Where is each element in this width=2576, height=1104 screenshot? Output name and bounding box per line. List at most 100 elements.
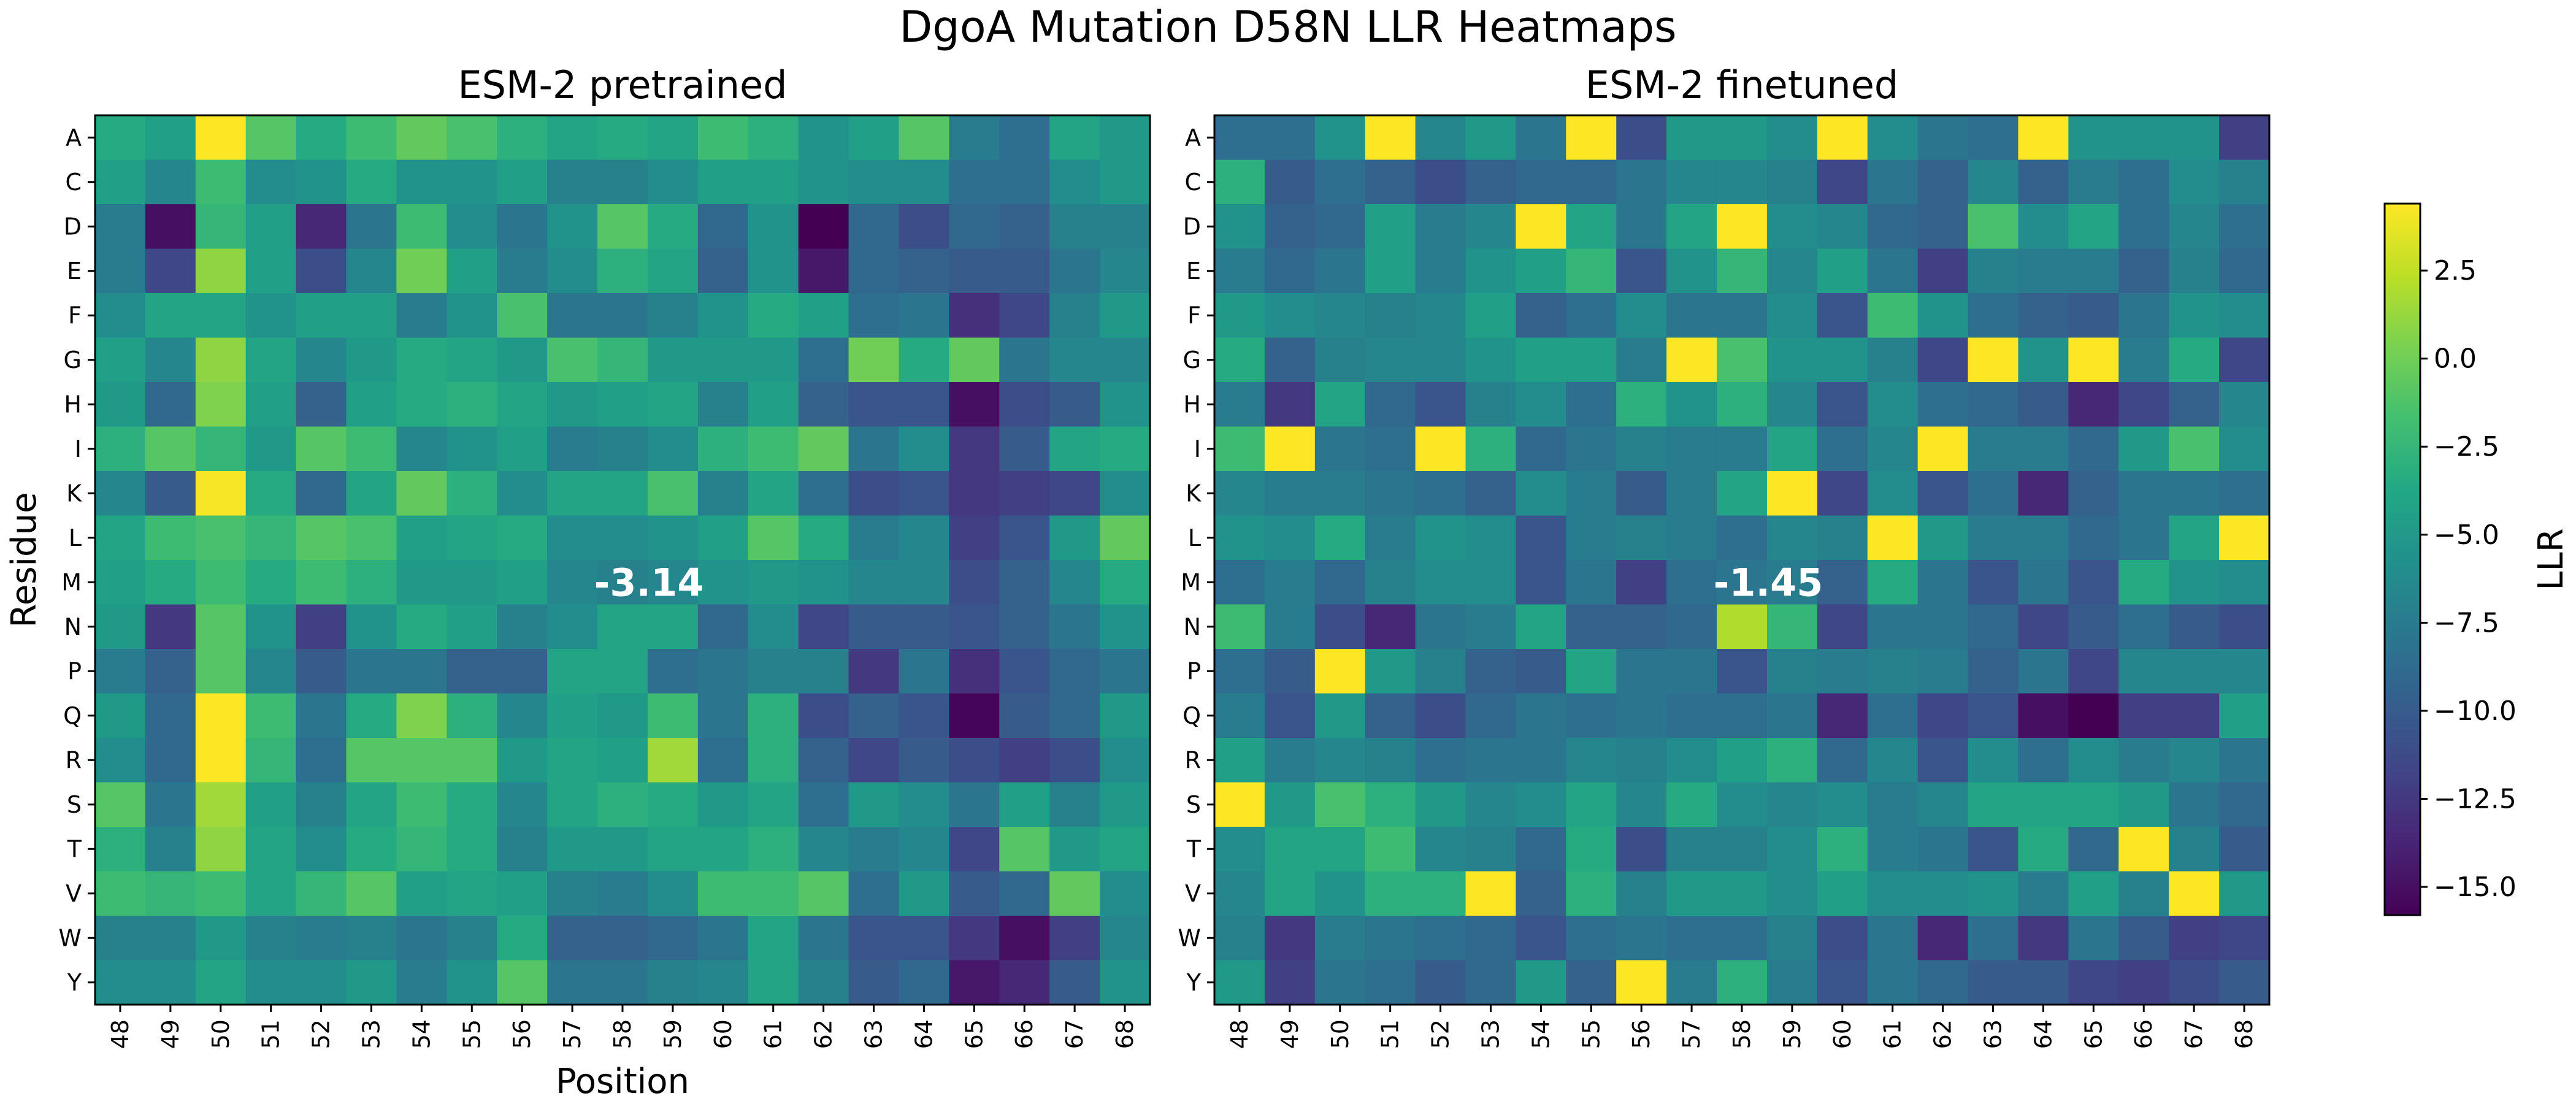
heatmap-cell: [1516, 827, 1567, 872]
heatmap-cell: [346, 426, 397, 472]
heatmap-cell: [848, 871, 900, 916]
heatmap-cell: [296, 693, 347, 738]
heatmap-cell: [2169, 337, 2220, 383]
heatmap-cell: [697, 738, 749, 783]
heatmap-cell: [195, 649, 247, 694]
heatmap-cell: [95, 693, 146, 738]
heatmap-cell: [497, 871, 548, 916]
heatmap-cell: [497, 782, 548, 827]
heatmap-cell: [1566, 426, 1617, 472]
heatmap-cell: [547, 649, 598, 694]
y-tick-label: C: [1184, 169, 1201, 196]
x-tick-label: 49: [157, 1019, 184, 1049]
heatmap-cell: [1415, 827, 1466, 872]
heatmap-cell: [1666, 204, 1717, 250]
heatmap-cell: [1616, 293, 1667, 339]
heatmap-cell: [2068, 426, 2120, 472]
heatmap-cell: [245, 115, 297, 161]
heatmap-cell: [1867, 916, 1919, 961]
heatmap-cell: [1616, 337, 1667, 383]
heatmap-cell: [195, 827, 247, 872]
heatmap-cell: [1917, 337, 1969, 383]
heatmap-cell: [949, 649, 1000, 694]
colorbar-tick-label: −2.5: [2434, 431, 2499, 462]
heatmap-cell: [798, 604, 849, 650]
heatmap-cell: [597, 382, 648, 427]
y-tick-label: Q: [1183, 702, 1201, 729]
heatmap-cell: [1666, 159, 1717, 205]
heatmap-cell: [2068, 916, 2120, 961]
heatmap-cell: [1049, 337, 1100, 383]
heatmap-cell: [2219, 782, 2270, 827]
heatmap-cell: [1616, 782, 1667, 827]
colorbar: 2.5 0.0 −2.5 −5.0 −7.5 −10.0 −12.5 −15.0 LLR: [2383, 202, 2571, 916]
heatmap-cell: [647, 293, 699, 339]
heatmap-cell: [798, 293, 849, 339]
heatmap-cell: [1415, 782, 1466, 827]
heatmap-cell: [899, 871, 950, 916]
figure-title: DgoA Mutation D58N LLR Heatmaps: [899, 2, 1676, 52]
heatmap-cell: [597, 604, 648, 650]
heatmap-cell: [1766, 649, 1818, 694]
heatmap-cell: [2018, 248, 2069, 294]
heatmap-cell: [798, 471, 849, 516]
y-tick-label: T: [67, 835, 82, 862]
heatmap-cell: [1766, 337, 1818, 383]
heatmap-cell: [647, 515, 699, 561]
heatmap-cell: [2018, 827, 2069, 872]
heatmap-cell: [1214, 693, 1265, 738]
heatmap-cell: [1917, 204, 1969, 250]
heatmap-cell: [748, 293, 799, 339]
heatmap-cell: [999, 337, 1050, 383]
heatmap-cell: [2169, 471, 2220, 516]
heatmap-cell: [1214, 649, 1265, 694]
heatmap-cell: [1100, 960, 1151, 1005]
heatmap-cell: [245, 649, 297, 694]
heatmap-cell: [1516, 293, 1567, 339]
heatmap-cell: [346, 293, 397, 339]
heatmap-cell: [95, 782, 146, 827]
heatmap-cell: [1415, 693, 1466, 738]
heatmap-cell: [1766, 115, 1818, 161]
heatmap-cell: [346, 827, 397, 872]
heatmap-cell: [1566, 159, 1617, 205]
heatmap-cell: [2169, 426, 2220, 472]
heatmap-cell: [1264, 693, 1316, 738]
heatmap-cell: [547, 115, 598, 161]
heatmap-cell: [145, 827, 196, 872]
heatmap-cell: [597, 115, 648, 161]
heatmap-cell: [1666, 293, 1717, 339]
x-tick-label: 50: [1327, 1019, 1354, 1049]
heatmap-cell: [748, 738, 799, 783]
heatmap-cell: [748, 382, 799, 427]
heatmap-cell: [597, 248, 648, 294]
heatmap-cell: [396, 426, 448, 472]
heatmap-cell: [1516, 649, 1567, 694]
y-tick-label: A: [1185, 124, 1201, 151]
heatmap-cell: [145, 782, 196, 827]
heatmap-cell: [2018, 916, 2069, 961]
heatmap-cell: [1766, 204, 1818, 250]
x-tick-label: 54: [408, 1019, 435, 1049]
heatmap-cell: [2068, 693, 2120, 738]
heatmap-cell: [1049, 649, 1100, 694]
y-tick-label: P: [67, 657, 82, 684]
heatmap-cell: [647, 337, 699, 383]
heatmap-cell: [346, 782, 397, 827]
heatmap-cell: [949, 515, 1000, 561]
heatmap-cell: [1917, 960, 1969, 1005]
heatmap-cell: [245, 738, 297, 783]
heatmap-cell: [2068, 827, 2120, 872]
heatmap-cell: [2118, 204, 2169, 250]
heatmap-cell: [296, 382, 347, 427]
heatmap-cell: [2219, 693, 2270, 738]
heatmap-cell: [296, 471, 347, 516]
heatmap-cell: [697, 693, 749, 738]
heatmap-cell: [95, 293, 146, 339]
heatmap-cell: [2169, 649, 2220, 694]
heatmap-cell: [999, 560, 1050, 605]
heatmap-cell: [2068, 471, 2120, 516]
heatmap-cell: [296, 916, 347, 961]
y-tick-label: E: [1186, 258, 1201, 285]
x-tick-label: 61: [1879, 1019, 1906, 1049]
